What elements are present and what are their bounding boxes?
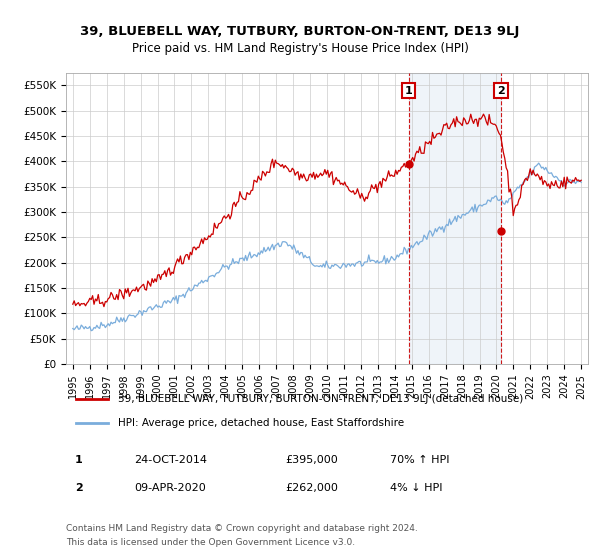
Text: 1: 1	[75, 455, 83, 465]
Text: £262,000: £262,000	[285, 483, 338, 493]
Text: 4% ↓ HPI: 4% ↓ HPI	[389, 483, 442, 493]
Text: This data is licensed under the Open Government Licence v3.0.: This data is licensed under the Open Gov…	[66, 538, 355, 547]
Bar	[409, 73, 501, 364]
Text: 2: 2	[497, 86, 505, 96]
Text: 70% ↑ HPI: 70% ↑ HPI	[389, 455, 449, 465]
Text: 24-OCT-2014: 24-OCT-2014	[134, 455, 207, 465]
Text: 39, BLUEBELL WAY, TUTBURY, BURTON-ON-TRENT, DE13 9LJ (detached house): 39, BLUEBELL WAY, TUTBURY, BURTON-ON-TRE…	[118, 394, 523, 404]
Text: HPI: Average price, detached house, East Staffordshire: HPI: Average price, detached house, East…	[118, 418, 404, 428]
Text: £395,000: £395,000	[285, 455, 338, 465]
Text: Price paid vs. HM Land Registry's House Price Index (HPI): Price paid vs. HM Land Registry's House …	[131, 42, 469, 55]
Text: 09-APR-2020: 09-APR-2020	[134, 483, 206, 493]
Text: 39, BLUEBELL WAY, TUTBURY, BURTON-ON-TRENT, DE13 9LJ: 39, BLUEBELL WAY, TUTBURY, BURTON-ON-TRE…	[80, 25, 520, 38]
Text: 1: 1	[405, 86, 413, 96]
Text: Contains HM Land Registry data © Crown copyright and database right 2024.: Contains HM Land Registry data © Crown c…	[66, 524, 418, 533]
Text: 2: 2	[75, 483, 83, 493]
